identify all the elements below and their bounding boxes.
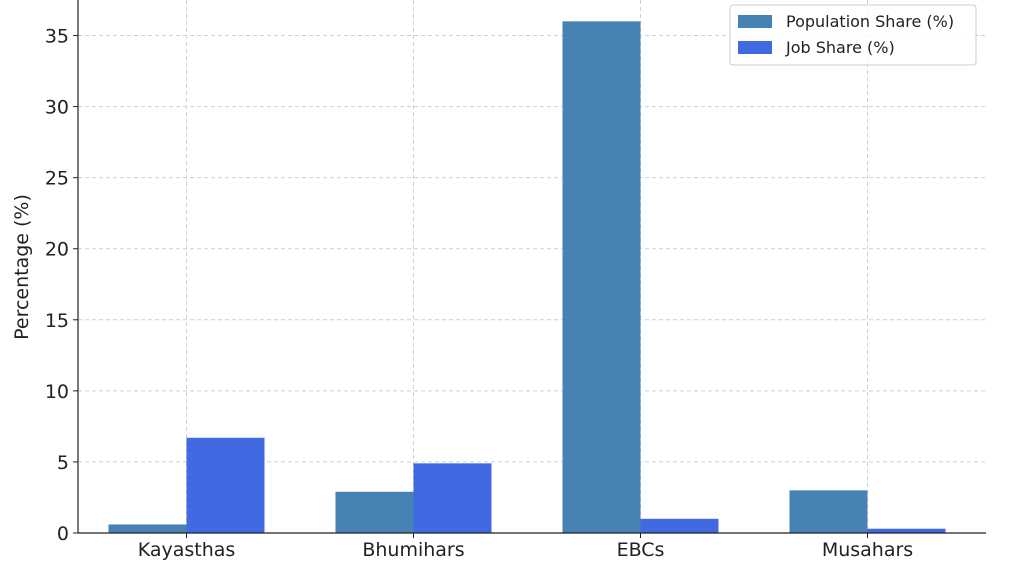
y-tick-labels: 0 5 10 15 20 25 30 35 [45, 26, 69, 545]
y-tick-label: 10 [45, 381, 69, 403]
y-tick-label: 20 [45, 239, 69, 261]
axes [73, 0, 986, 538]
y-tick-label: 0 [57, 523, 69, 545]
legend-entry: Job Share (%) [785, 38, 895, 57]
bar-job-musahars [867, 528, 946, 533]
y-tick-label: 35 [45, 26, 69, 48]
legend-box [729, 4, 977, 66]
bar-job-kayasthas [186, 437, 265, 533]
y-tick-label: 25 [45, 168, 69, 190]
legend-entry: Population Share (%) [786, 12, 954, 31]
y-tick-label: 15 [45, 310, 69, 332]
x-tick-labels: Kayasthas Bhumihars EBCs Musahars [138, 539, 913, 561]
bar-population-bhumihars [335, 491, 414, 533]
x-tick-label: EBCs [617, 539, 665, 561]
legend-swatch [738, 15, 772, 28]
bar-job-bhumihars [413, 463, 492, 533]
x-tick-label: Kayasthas [138, 539, 236, 561]
legend: Population Share (%) Job Share (%) [729, 4, 977, 66]
x-tick-label: Bhumihars [362, 539, 464, 561]
y-tick-label: 5 [57, 452, 69, 474]
bar-job-ebcs [640, 518, 719, 533]
bars [108, 21, 946, 533]
y-axis-label: Percentage (%) [11, 194, 33, 340]
bar-population-musahars [789, 490, 868, 533]
bar-population-kayasthas [108, 524, 187, 533]
bar-population-ebcs [562, 21, 641, 533]
y-tick-label: 30 [45, 97, 69, 119]
legend-swatch [738, 41, 772, 54]
x-tick-label: Musahars [822, 539, 913, 561]
